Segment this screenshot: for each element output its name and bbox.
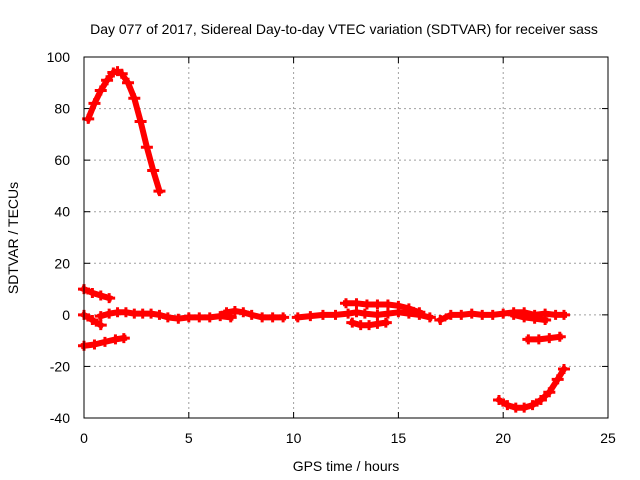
data-point <box>86 287 99 298</box>
data-point <box>360 299 373 310</box>
data-point <box>381 299 394 310</box>
data-point <box>486 309 499 320</box>
data-point <box>214 311 227 322</box>
data-point <box>153 309 166 320</box>
y-tick-label: 80 <box>54 101 70 117</box>
x-tick-label: 0 <box>80 430 88 446</box>
data-point <box>128 93 141 104</box>
plot-frame <box>83 56 609 419</box>
data-point <box>340 298 352 309</box>
data-point <box>316 309 329 320</box>
data-point <box>522 334 535 345</box>
data-point <box>465 308 478 319</box>
data-point <box>358 308 371 319</box>
x-tick-label: 20 <box>495 430 511 446</box>
data-point <box>203 312 216 323</box>
data-point <box>193 312 206 323</box>
data-point <box>543 333 556 344</box>
data-point <box>103 293 116 304</box>
data-point <box>526 400 539 411</box>
y-tick-label: 40 <box>54 204 70 220</box>
data-point <box>117 333 130 344</box>
data-point <box>371 309 384 320</box>
data-point <box>444 309 457 320</box>
data-point <box>245 309 258 320</box>
data-point <box>534 394 547 405</box>
data-point <box>557 364 570 375</box>
data-point <box>507 309 520 320</box>
data-point <box>553 331 566 342</box>
data-point <box>557 309 570 320</box>
data-point <box>543 387 556 398</box>
data-point <box>434 315 447 326</box>
data-point <box>413 307 426 318</box>
data-point <box>518 402 531 413</box>
ticks <box>83 56 609 419</box>
data-point <box>98 336 111 347</box>
grid <box>84 57 608 418</box>
data-point <box>94 320 107 331</box>
data-point <box>528 313 541 324</box>
data-point <box>256 312 269 323</box>
x-tick-label: 10 <box>286 430 302 446</box>
data-point <box>134 116 147 127</box>
data-point <box>346 317 359 328</box>
data-point <box>101 75 114 86</box>
data-point <box>518 312 531 323</box>
data-point <box>501 400 514 411</box>
data-point <box>122 77 135 88</box>
data-point <box>493 394 506 405</box>
data-point <box>94 311 107 322</box>
y-tick-label: -20 <box>50 358 70 374</box>
data-point <box>182 312 195 323</box>
y-tick-label: 20 <box>54 255 70 271</box>
data-point <box>350 298 363 309</box>
data-series <box>78 66 570 413</box>
data-point <box>153 186 166 197</box>
data-point <box>94 290 107 301</box>
y-tick-label: 0 <box>62 307 70 323</box>
data-point <box>455 309 468 320</box>
data-point <box>532 334 545 345</box>
data-point <box>381 308 394 319</box>
data-point <box>402 303 415 314</box>
data-point <box>476 309 489 320</box>
data-point <box>94 85 107 96</box>
data-point <box>329 309 342 320</box>
y-tick-label: -40 <box>50 410 70 426</box>
data-point <box>392 300 405 311</box>
data-point <box>161 312 174 323</box>
data-point <box>539 315 552 326</box>
data-point <box>291 312 304 323</box>
data-point <box>172 313 185 324</box>
chart-title: Day 077 of 2017, Sidereal Day-to-day VTE… <box>90 21 598 37</box>
data-point <box>371 299 384 310</box>
y-tick-label: 60 <box>54 152 70 168</box>
x-tick-label: 5 <box>185 430 193 446</box>
data-point <box>277 312 290 323</box>
data-point <box>88 339 101 350</box>
data-point <box>304 311 317 322</box>
data-point <box>140 142 153 153</box>
data-point <box>86 315 99 326</box>
x-tick-label: 25 <box>600 430 616 446</box>
data-point <box>379 317 392 328</box>
data-point <box>237 307 250 318</box>
data-point <box>147 165 160 176</box>
data-point <box>115 68 128 79</box>
data-point <box>423 312 436 323</box>
data-point <box>497 308 510 319</box>
x-axis-label: GPS time / hours <box>293 458 400 474</box>
y-axis-label: SDTVAR / TECUs <box>5 182 21 294</box>
data-point <box>266 312 279 323</box>
data-point <box>88 98 101 109</box>
tick-labels: 0 5 10 15 20 25 -40 -20 0 20 40 60 80 100 <box>47 49 616 446</box>
y-tick-label: 100 <box>47 49 71 65</box>
x-tick-label: 15 <box>391 430 407 446</box>
data-point <box>551 374 564 385</box>
